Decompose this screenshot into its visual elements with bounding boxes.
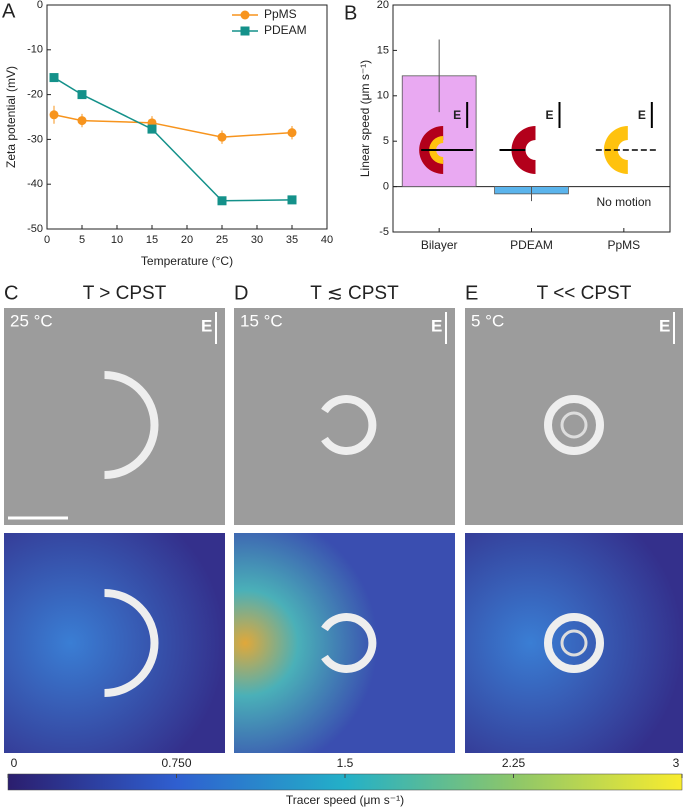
y-tick-label: -40 [27,178,43,190]
flow-map [234,533,455,753]
x-tick-label: 5 [79,234,85,246]
y-tick-label: -5 [379,226,389,238]
y-tick-label: 15 [377,44,389,56]
temperature-label: 15 °C [240,311,283,330]
particle [104,371,159,479]
x-tick-label: 30 [251,234,263,246]
legend-label: PDEAM [264,23,307,37]
colorbar-tick-label: 1.5 [337,756,354,770]
particle-core [560,629,588,657]
colorbar-tick-label: 3 [673,756,680,770]
colorbar-tick-label: 2.25 [502,756,526,770]
marker [147,124,157,134]
series-line [53,76,293,202]
x-axis-label: Temperature (°C) [141,254,233,268]
y-tick-label: -10 [27,44,43,56]
particle [104,589,159,697]
field-label: E [453,108,461,122]
y-tick-label: 5 [383,135,389,147]
y-tick-label: -30 [27,133,43,145]
field-label: E [431,316,442,335]
panel-label: C [4,282,18,304]
x-tick-label: PDEAM [510,238,553,252]
x-tick-label: 15 [146,234,158,246]
particle [544,395,604,455]
x-tick-label: 0 [44,234,50,246]
particle [321,613,377,673]
x-tick-label: Bilayer [421,238,458,252]
marker [217,132,227,142]
particle-core [560,411,588,439]
colorbar-tick-label: 0.750 [161,756,191,770]
field-label: E [201,316,212,335]
micrograph [4,308,225,525]
panel-label: B [344,2,357,24]
marker [287,128,297,138]
panel-label: A [2,0,16,22]
x-tick-label: PpMS [607,238,640,252]
marker [287,195,297,205]
legend-marker [240,26,250,36]
series-line [53,114,293,138]
panel-title: T ≲ CPST [310,283,399,304]
colorbar-label: Tracer speed (μm s⁻¹) [286,793,404,807]
y-tick-label: -20 [27,89,43,101]
x-tick-label: 35 [286,234,298,246]
y-tick-label: -50 [27,223,43,235]
panel-title: T > CPST [83,283,167,304]
particle [544,613,604,673]
x-tick-label: 25 [216,234,228,246]
micrograph [465,308,683,525]
field-label: E [638,108,646,122]
y-tick-label: 10 [377,90,389,102]
x-tick-label: 40 [321,234,333,246]
marker [77,116,87,126]
plot-frame [46,4,328,230]
micrograph [234,308,455,525]
panel-label: E [465,282,478,304]
x-tick-label: 20 [181,234,193,246]
flow-map [465,533,683,753]
legend-marker [240,10,250,20]
particle [321,395,377,455]
marker [49,73,59,83]
marker [49,110,59,120]
flow-map [4,533,225,753]
y-axis-label: Linear speed (μm s⁻¹) [358,60,372,177]
y-tick-label: 0 [37,0,43,11]
y-tick-label: 20 [377,0,389,11]
field-label: E [546,108,554,122]
legend-label: PpMS [264,7,297,21]
y-axis-label: Zeta potential (mV) [4,66,18,168]
panel-title: T << CPST [537,283,632,304]
colorbar-tick-label: 0 [11,756,18,770]
x-tick-label: 10 [111,234,123,246]
panel-label: D [234,282,248,304]
field-label: E [659,316,670,335]
marker [217,196,227,206]
y-tick-label: 0 [383,181,389,193]
temperature-label: 25 °C [10,311,53,330]
marker [77,90,87,100]
temperature-label: 5 °C [471,311,504,330]
annotation: No motion [596,195,651,209]
